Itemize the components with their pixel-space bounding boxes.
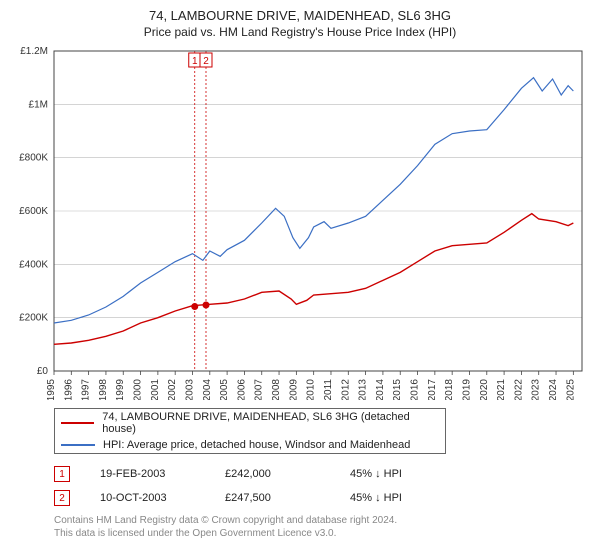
svg-text:2016: 2016 [410, 379, 421, 400]
svg-text:2024: 2024 [548, 379, 559, 400]
svg-text:2018: 2018 [444, 379, 455, 400]
svg-text:2002: 2002 [167, 379, 178, 400]
svg-text:2010: 2010 [306, 379, 317, 400]
svg-text:2006: 2006 [236, 379, 247, 400]
svg-text:2023: 2023 [531, 379, 542, 400]
svg-text:2014: 2014 [375, 379, 386, 400]
table-row: 1 19-FEB-2003 £242,000 45% ↓ HPI [54, 462, 554, 486]
sale-date: 19-FEB-2003 [100, 468, 225, 480]
legend-item-property: 74, LAMBOURNE DRIVE, MAIDENHEAD, SL6 3HG… [55, 409, 445, 437]
svg-text:2019: 2019 [461, 379, 472, 400]
legend: 74, LAMBOURNE DRIVE, MAIDENHEAD, SL6 3HG… [54, 408, 446, 454]
svg-text:1996: 1996 [63, 379, 74, 400]
svg-text:1995: 1995 [46, 379, 57, 400]
svg-text:2020: 2020 [479, 379, 490, 400]
sale-price: £242,000 [225, 468, 350, 480]
svg-text:2001: 2001 [150, 379, 161, 400]
svg-text:2009: 2009 [288, 379, 299, 400]
svg-text:2025: 2025 [565, 379, 576, 400]
svg-text:£600K: £600K [19, 206, 48, 217]
svg-text:£200K: £200K [19, 313, 48, 324]
svg-text:1997: 1997 [81, 379, 92, 400]
svg-text:£400K: £400K [19, 259, 48, 270]
sale-date: 10-OCT-2003 [100, 492, 225, 504]
sales-table: 1 19-FEB-2003 £242,000 45% ↓ HPI 2 10-OC… [54, 462, 554, 510]
legend-item-hpi: HPI: Average price, detached house, Wind… [55, 437, 445, 453]
svg-text:2: 2 [203, 56, 209, 67]
svg-text:2015: 2015 [392, 379, 403, 400]
svg-text:2011: 2011 [323, 379, 334, 400]
svg-text:2021: 2021 [496, 379, 507, 400]
svg-text:2017: 2017 [427, 379, 438, 400]
legend-label: HPI: Average price, detached house, Wind… [103, 439, 410, 451]
sale-delta: 45% ↓ HPI [350, 468, 475, 480]
svg-text:2003: 2003 [184, 379, 195, 400]
svg-text:£1.2M: £1.2M [20, 46, 48, 57]
svg-text:2022: 2022 [513, 379, 524, 400]
sale-marker-2: 2 [54, 490, 70, 506]
footer-attribution: Contains HM Land Registry data © Crown c… [54, 514, 590, 540]
svg-text:2012: 2012 [340, 379, 351, 400]
sale-delta: 45% ↓ HPI [350, 492, 475, 504]
sale-marker-1: 1 [54, 466, 70, 482]
price-chart: £0 £200K £400K £600K £800K £1M £1.2M 1995 1996 19… [10, 45, 590, 400]
svg-text:2008: 2008 [271, 379, 282, 400]
svg-text:£800K: £800K [19, 153, 48, 164]
svg-text:2013: 2013 [358, 379, 369, 400]
svg-text:2005: 2005 [219, 379, 230, 400]
chart-title: 74, LAMBOURNE DRIVE, MAIDENHEAD, SL6 3HG [10, 8, 590, 23]
svg-text:2004: 2004 [202, 379, 213, 400]
svg-text:£1M: £1M [29, 99, 48, 110]
sale-price: £247,500 [225, 492, 350, 504]
svg-text:1: 1 [192, 56, 198, 67]
svg-text:1998: 1998 [98, 379, 109, 400]
svg-text:1999: 1999 [115, 379, 126, 400]
svg-text:£0: £0 [37, 366, 49, 377]
chart-subtitle: Price paid vs. HM Land Registry's House … [10, 25, 590, 39]
legend-label: 74, LAMBOURNE DRIVE, MAIDENHEAD, SL6 3HG… [102, 411, 439, 435]
svg-text:2007: 2007 [254, 379, 265, 400]
table-row: 2 10-OCT-2003 £247,500 45% ↓ HPI [54, 486, 554, 510]
svg-text:2000: 2000 [133, 379, 144, 400]
